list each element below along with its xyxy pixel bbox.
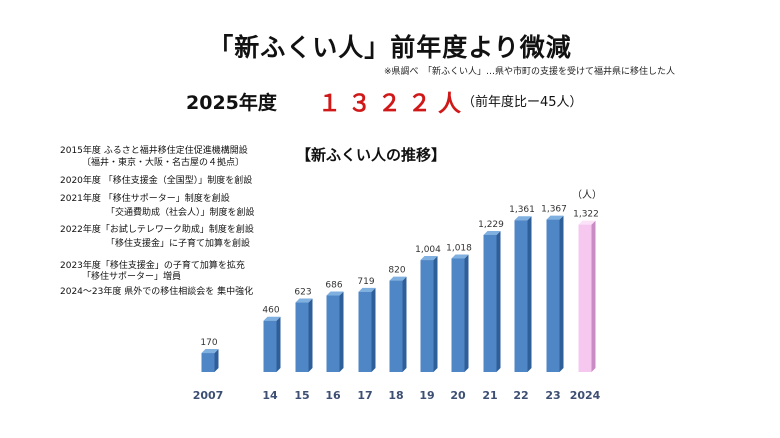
history-line-2022: 2022年度「お試しテレワーク助成」制度を創設: [60, 225, 254, 235]
count-compare: （前年度比ー45人）: [462, 95, 583, 110]
unit-label: （人）: [572, 190, 602, 201]
history-line-2024: 2024〜23年度 県外での移住相談会を 集中強化: [60, 287, 254, 297]
bar-19: [420, 256, 438, 372]
history-line-2023: 2023年度「移住支援金」の子育て加算を拡充: [60, 261, 245, 271]
x-tick-label: 17: [357, 389, 372, 402]
x-tick-label: 23: [545, 389, 560, 402]
x-tick-label: 22: [513, 389, 528, 402]
history-line-2020: 2020年度 「移住支援金（全国型）」制度を創設: [60, 176, 253, 186]
bar-2007: [201, 349, 219, 372]
x-tick-label: 2024: [570, 389, 601, 402]
bar-value-label: 820: [388, 266, 405, 276]
bar-value-label: 170: [200, 338, 217, 348]
history-line-2015-locations: 〔福井・東京・大阪・名古屋の４拠点〕: [82, 158, 245, 168]
history-line-2021-transport: 「交通費助成（社会人）」制度を創設: [106, 208, 255, 218]
bar-21: [483, 230, 501, 372]
bar-value-label: 1,367: [541, 205, 567, 215]
x-tick-label: 18: [388, 389, 403, 402]
bar-22: [514, 216, 532, 372]
x-tick-label: 14: [262, 389, 278, 402]
x-tick-label: 2007: [193, 389, 224, 402]
bar-value-label: 1,322: [573, 210, 599, 220]
bar-14: [263, 316, 281, 372]
bar-value-label: 1,004: [415, 245, 441, 255]
bar-value-label: 686: [325, 281, 342, 291]
bar-20: [451, 254, 469, 372]
bar-value-label: 1,361: [509, 205, 535, 215]
x-tick-label: 21: [482, 389, 497, 402]
bar-value-label: 460: [262, 306, 279, 316]
year-label: 2025年度: [186, 92, 277, 114]
bar-value-label: 719: [357, 277, 374, 287]
bar-23: [546, 215, 564, 372]
history-line-2022-childcare: 「移住支援金」に子育て加算を創設: [106, 239, 251, 249]
history-line-2015: 2015年度 ふるさと福井移住定住促進機構開設: [60, 146, 248, 156]
main-title: 「新ふくい人」前年度より微減: [208, 33, 572, 62]
bar-17: [358, 287, 376, 372]
history-line-2023-supporters: 「移住サポーター」増員: [82, 272, 182, 282]
history-line-2021: 2021年度 「移住サポーター」制度を創設: [60, 194, 230, 204]
x-tick-label: 20: [450, 389, 466, 402]
bar-value-label: 1,018: [446, 243, 472, 253]
bar-value-label: 623: [294, 288, 311, 298]
bar-16: [326, 291, 344, 372]
bar-value-label: 1,229: [478, 220, 504, 230]
x-tick-label: 19: [419, 389, 434, 402]
chart-title: 【新ふくい人の推移】: [296, 146, 447, 164]
x-tick-label: 16: [325, 389, 341, 402]
source-note: ※県調べ 「新ふくい人」…県や市町の支援を受けて福井県に移住した人: [384, 67, 676, 77]
count-value: １３２２人: [318, 91, 468, 117]
x-tick-label: 15: [294, 389, 309, 402]
bar-18: [389, 276, 407, 372]
bar-15: [295, 298, 313, 372]
bar-2024: [578, 220, 596, 372]
